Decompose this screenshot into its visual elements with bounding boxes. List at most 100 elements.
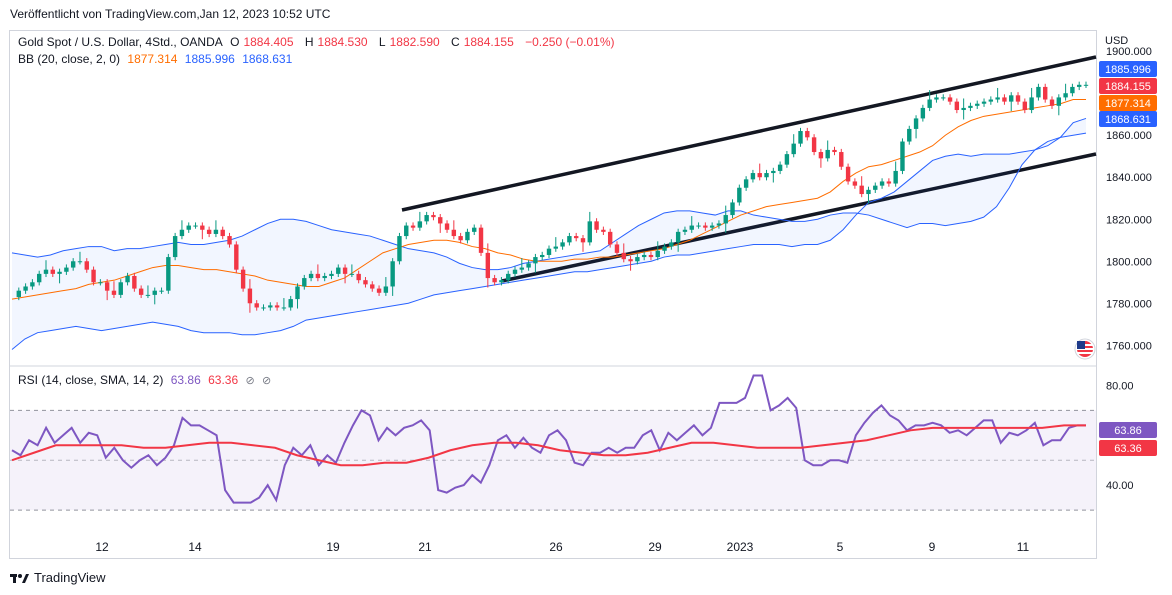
candle-body (811, 137, 817, 153)
bb-lower-tag-bg (1099, 111, 1157, 127)
candle-body (567, 236, 572, 243)
rsi-value: 63.86 (170, 373, 201, 387)
candle-body (322, 275, 327, 279)
candle-body (947, 97, 953, 102)
candle-body (941, 97, 946, 99)
us-flag-icon[interactable] (1074, 338, 1096, 360)
candle-body (281, 307, 287, 309)
price-tick-label: 1840.000 (1106, 172, 1152, 184)
low-label: L (378, 35, 386, 49)
rsi-label[interactable]: RSI (14, close, SMA, 14, 2) (18, 373, 164, 387)
rsi-last-tag-bg (1099, 422, 1157, 438)
published-info: Veröffentlicht von TradingView.com,Jan 1… (10, 7, 331, 21)
trend-line-upper (401, 55, 1097, 212)
candle-body (261, 307, 266, 309)
candle-body (458, 236, 463, 241)
tradingview-logo-icon (10, 572, 30, 584)
candle-body (132, 275, 137, 289)
candle-body (560, 242, 565, 247)
symbol-title[interactable]: Gold Spot / U.S. Dollar, 4Std., OANDA (18, 35, 223, 49)
candle-body (771, 170, 776, 174)
candle-body (410, 225, 416, 228)
candle-body (1015, 95, 1021, 102)
candle-body (1029, 97, 1034, 111)
candle-body (533, 257, 538, 264)
price-tick-label: 1820.000 (1106, 214, 1152, 226)
candle-body (431, 215, 436, 218)
candle-body (968, 105, 973, 108)
footer-brand[interactable]: TradingView (10, 570, 106, 585)
candle-body (1070, 86, 1075, 94)
candle-body (315, 273, 321, 279)
candle-body (696, 225, 701, 227)
high-label: H (304, 35, 314, 49)
candle-body (363, 280, 368, 285)
candle-body (540, 254, 545, 258)
candle-body (91, 269, 96, 283)
candle-body (50, 269, 55, 274)
candle-body (356, 273, 361, 281)
bb-legend[interactable]: BB (20, close, 2, 0) 1877.314 1885.996 1… (18, 52, 296, 66)
candle-body (798, 131, 803, 144)
rsi-ma-last-tag: 63.36 (1114, 443, 1142, 455)
bb-basis-value: 1877.314 (127, 52, 178, 66)
candle-body (791, 143, 796, 155)
price-tick-label: 1760.000 (1106, 340, 1152, 352)
candle-body (104, 282, 110, 291)
candle-body (893, 170, 898, 184)
close-label: C (451, 35, 460, 49)
candle-body (723, 215, 728, 224)
candle-body (308, 273, 314, 279)
eye-off-icon[interactable]: ⊘ (245, 375, 255, 387)
candle-body (546, 248, 552, 255)
candle-body (784, 154, 790, 165)
candle-body (764, 173, 769, 178)
candle-body (879, 181, 885, 186)
candles (16, 81, 1089, 313)
candle-body (404, 225, 409, 237)
rsi-tick-label: 40.00 (1106, 480, 1134, 492)
candle-body (580, 238, 586, 243)
footer-brand-text: TradingView (34, 570, 106, 585)
close-value: 1884.155 (463, 35, 514, 49)
candle-body (927, 99, 932, 108)
candle-body (349, 273, 355, 275)
price-tick-label: 1900.000 (1106, 46, 1152, 58)
candle-body (57, 271, 62, 274)
candle-body (472, 227, 477, 232)
candle-body (43, 269, 49, 274)
bollinger-bands (11, 99, 1087, 350)
rsi-ma-last-tag-bg (1099, 440, 1157, 456)
candle-body (1056, 97, 1062, 106)
bb-upper-tag: 1885.996 (1105, 64, 1151, 76)
candle-body (866, 189, 871, 195)
candle-body (655, 250, 660, 258)
candle-body (186, 225, 191, 230)
candle-body (111, 290, 117, 295)
candle-body (981, 101, 987, 104)
candle-body (995, 97, 1000, 100)
candle-body (485, 252, 491, 279)
trend-line-lower (501, 152, 1097, 283)
candle-body (376, 288, 382, 293)
rsi-ma-line (11, 424, 1086, 467)
time-tick-label: 11 (1017, 540, 1030, 554)
candle-body (573, 236, 579, 239)
candle-body (1036, 86, 1041, 98)
candle-body (873, 185, 878, 190)
candle-body (682, 229, 688, 232)
time-tick-label: 2023 (727, 540, 754, 554)
candle-body (750, 173, 756, 180)
rsi-tick-label: 80.00 (1106, 380, 1134, 392)
candle-body (594, 221, 599, 230)
candle-body (689, 225, 694, 230)
bb-upper-line (11, 132, 1087, 271)
bb-label[interactable]: BB (20, close, 2, 0) (18, 52, 121, 66)
price-tick-label: 1780.000 (1106, 298, 1152, 310)
bb-basis-tag: 1877.314 (1105, 98, 1151, 110)
candle-body (913, 118, 919, 129)
eye-off-icon[interactable]: ⊘ (262, 375, 272, 387)
rsi-legend[interactable]: RSI (14, close, SMA, 14, 2) 63.86 63.36 … (18, 373, 275, 387)
